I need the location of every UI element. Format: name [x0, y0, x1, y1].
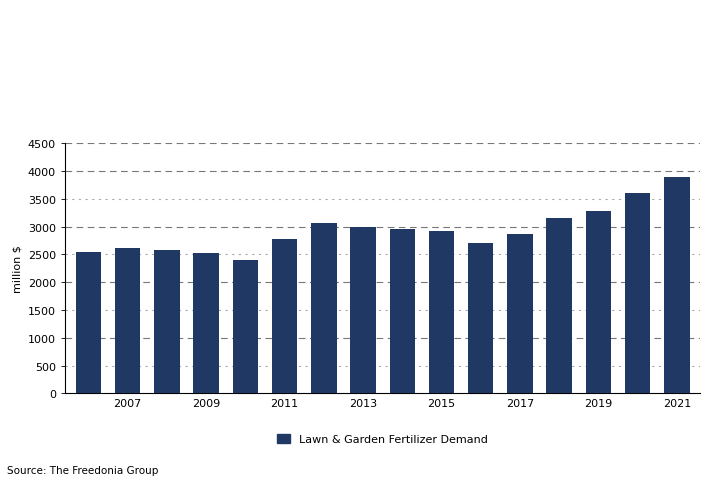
Bar	[507, 234, 533, 394]
Bar	[586, 212, 611, 394]
Bar	[664, 177, 690, 394]
Bar	[193, 253, 219, 394]
Text: Source: The Freedonia Group: Source: The Freedonia Group	[7, 465, 159, 475]
Bar	[272, 240, 297, 394]
Bar	[429, 231, 454, 394]
Bar	[468, 244, 493, 394]
Legend: Lawn & Garden Fertilizer Demand: Lawn & Garden Fertilizer Demand	[277, 434, 488, 444]
Bar	[76, 252, 101, 394]
Bar	[625, 194, 651, 394]
Bar	[390, 230, 415, 394]
Bar	[350, 227, 375, 394]
Text: Figure 3-1.
Lawn & Garden Fertilizer Demand,
2006 – 2021
(million dollars): Figure 3-1. Lawn & Garden Fertilizer Dem…	[11, 7, 214, 77]
Bar	[115, 248, 141, 394]
Bar	[311, 223, 336, 394]
Y-axis label: million $: million $	[12, 245, 22, 293]
Bar	[232, 261, 258, 394]
Bar	[547, 219, 572, 394]
Bar	[155, 251, 180, 394]
Text: Freedonia: Freedonia	[594, 112, 655, 125]
